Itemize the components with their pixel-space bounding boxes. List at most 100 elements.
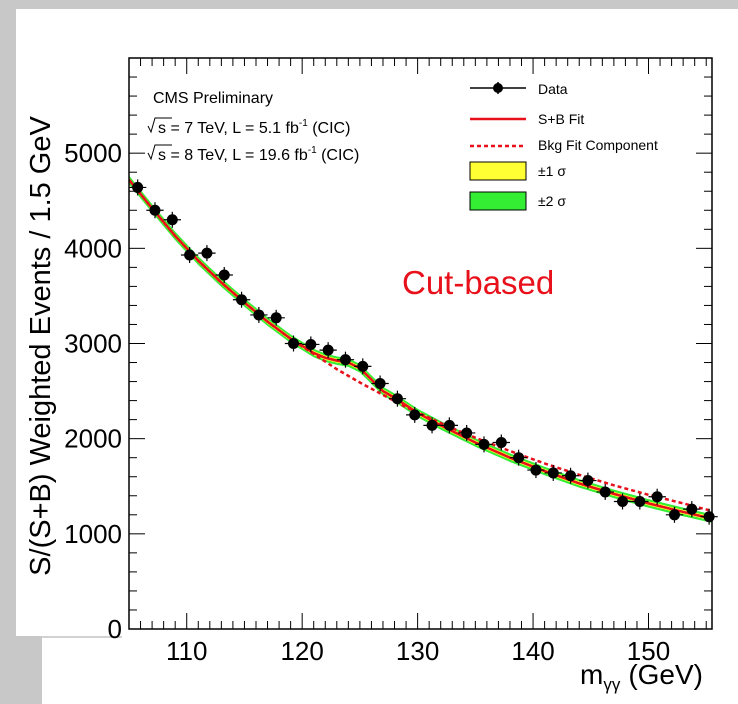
data-point (250, 306, 268, 323)
y-tick-label: 2000 (64, 424, 122, 454)
y-tick-label: 1000 (64, 519, 122, 549)
data-point-marker (288, 338, 300, 349)
data-marker-icon (493, 83, 503, 93)
data-point-marker (132, 181, 144, 193)
data-point (544, 464, 562, 481)
sqrt-icon (147, 144, 172, 161)
svg-text:s = 7 TeV, L = 5.1 fb-1 (CIC): s = 7 TeV, L = 5.1 fb-1 (CIC) (158, 118, 350, 137)
data-point (319, 342, 337, 359)
slide-left-bar (0, 0, 16, 704)
data-point (146, 202, 164, 219)
data-point-marker (530, 464, 542, 476)
legend-item-bkg-fit: Bkg Fit Component (470, 137, 658, 153)
y-tick-label: 3000 (64, 329, 122, 359)
data-point-marker (391, 393, 403, 405)
data-point (596, 483, 614, 500)
data-point (129, 179, 147, 196)
data-point (579, 472, 597, 489)
data-point-marker (668, 509, 680, 521)
data-point (215, 266, 233, 283)
data-point-marker (374, 377, 386, 389)
x-tick-label: 110 (166, 636, 207, 666)
data-point-marker (686, 503, 698, 515)
data-point (336, 351, 355, 368)
data-point-marker (582, 475, 594, 487)
data-point-marker (565, 470, 577, 482)
slide-left-lower-bar (0, 636, 42, 704)
data-point (354, 358, 372, 375)
data-point (440, 417, 459, 434)
data-point (423, 417, 441, 434)
data-point-marker (236, 294, 248, 306)
data-point (284, 335, 303, 352)
data-point (492, 434, 510, 451)
data-point (388, 390, 407, 407)
data-point (458, 424, 476, 441)
svg-text:Data: Data (538, 81, 568, 97)
data-point-marker (599, 486, 611, 498)
data-point-marker (218, 269, 230, 281)
slide-bottom-line (42, 636, 122, 638)
y-tick-label: 5000 (64, 138, 122, 168)
y-tick-label: 4000 (64, 233, 122, 263)
data-point (198, 245, 216, 262)
bkg-fit-line (129, 179, 712, 513)
legend: Data S+B Fit Bkg Fit Component ±1 σ ±2 σ (469, 81, 658, 211)
data-point-marker (339, 354, 351, 366)
data-point (613, 493, 632, 510)
data-point (475, 436, 493, 453)
svg-text:±2 σ: ±2 σ (538, 193, 566, 209)
data-point (302, 336, 320, 353)
y-axis-label: S/(S+B) Weighted Events / 1.5 GeV (25, 116, 57, 576)
slide-top-bar (0, 0, 738, 9)
data-point (527, 462, 545, 479)
data-point-marker (149, 204, 161, 216)
data-point (665, 506, 684, 523)
info-line-7tev: s = 7 TeV, L = 5.1 fb-1 (CIC) (147, 117, 350, 137)
legend-item-data: Data (470, 81, 568, 97)
data-point-marker (495, 436, 507, 448)
sqrt-icon (147, 117, 172, 134)
data-point-marker (201, 247, 213, 259)
data-point-marker (443, 419, 455, 431)
svg-text:Bkg Fit Component: Bkg Fit Component (538, 137, 658, 153)
data-point (648, 488, 666, 505)
data-point (232, 291, 251, 308)
data-point-marker (357, 360, 369, 372)
data-point-marker (305, 338, 317, 350)
data-point-marker (184, 249, 196, 261)
data-point-marker (651, 491, 663, 503)
data-point-marker (703, 511, 715, 523)
svg-text:s = 8 TeV, L = 19.6 fb-1 (CIC): s = 8 TeV, L = 19.6 fb-1 (CIC) (158, 145, 359, 164)
data-point (180, 246, 199, 263)
data-point (683, 501, 701, 518)
x-tick-label: 150 (627, 636, 670, 666)
cut-based-annotation: Cut-based (402, 264, 554, 301)
data-point-marker (166, 214, 178, 226)
x-tick-label: 140 (511, 636, 554, 666)
data-point (371, 375, 389, 392)
data-point (406, 406, 424, 423)
x-axis-label: mγγ (GeV) (580, 659, 703, 694)
data-point (700, 508, 718, 525)
data-point (509, 449, 528, 466)
svg-text:±1 σ: ±1 σ (538, 163, 566, 179)
data-point (561, 467, 580, 484)
sb-fit-line (129, 179, 712, 520)
data-point-marker (322, 344, 334, 356)
data-point (631, 493, 649, 510)
legend-item-2sigma: ±2 σ (469, 191, 566, 211)
data-point-marker (617, 495, 629, 507)
info-line-8tev: s = 8 TeV, L = 19.6 fb-1 (CIC) (147, 144, 359, 164)
y-tick-label: 0 (108, 614, 122, 644)
data-point (163, 211, 181, 228)
legend-item-1sigma: ±1 σ (469, 161, 566, 181)
legend-item-sb-fit: S+B Fit (470, 111, 584, 127)
data-point-marker (270, 312, 282, 324)
x-tick-label: 120 (280, 636, 323, 666)
sigma1-band (129, 177, 712, 521)
x-tick-label: 130 (396, 636, 439, 666)
data-point-marker (461, 427, 473, 439)
svg-text:S+B Fit: S+B Fit (538, 111, 584, 127)
